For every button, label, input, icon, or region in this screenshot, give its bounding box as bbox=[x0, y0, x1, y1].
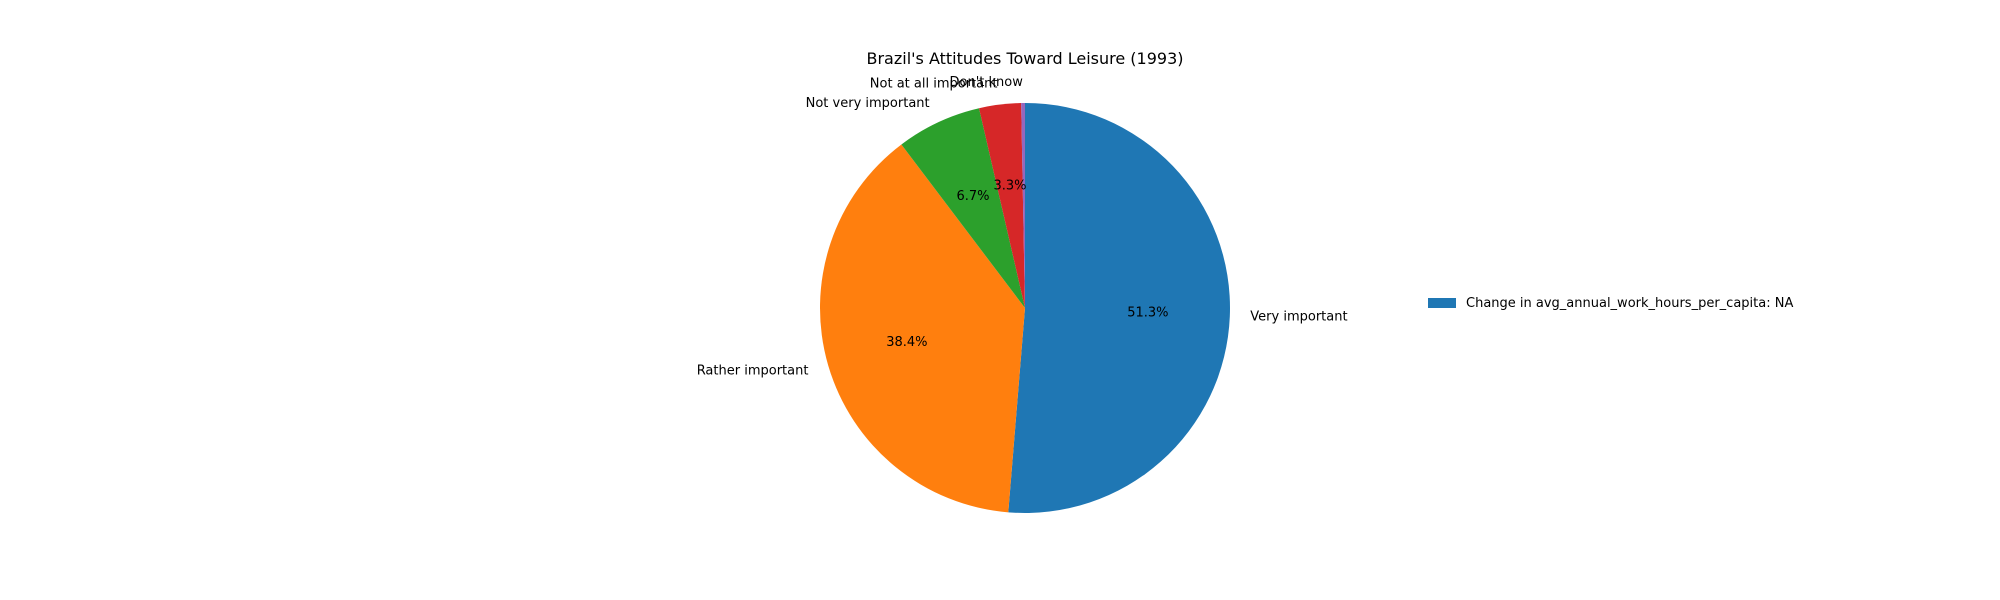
pie-slice bbox=[819, 144, 1025, 513]
slice-label: Not at all important bbox=[870, 77, 998, 92]
slice-percent-label: 3.3% bbox=[993, 178, 1026, 193]
pie-slice bbox=[1021, 103, 1025, 308]
slice-percent-label: 38.4% bbox=[886, 335, 927, 350]
slice-percent-label: 6.7% bbox=[956, 189, 989, 204]
legend-swatch bbox=[1428, 298, 1456, 308]
pie-slices bbox=[819, 103, 1230, 514]
slice-label: Rather important bbox=[697, 363, 809, 378]
slice-percent-label: 51.3% bbox=[1127, 306, 1168, 321]
pie-slice bbox=[1008, 103, 1230, 514]
slice-label: Don't know bbox=[949, 75, 1023, 90]
legend: Change in avg_annual_work_hours_per_capi… bbox=[1428, 296, 1793, 311]
slice-label: Very important bbox=[1250, 310, 1347, 325]
slice-label: Not very important bbox=[806, 96, 930, 111]
pie-slice bbox=[979, 103, 1025, 309]
pie-slice bbox=[901, 108, 1025, 309]
pie-labels: Very important 51.3% Rather important 38.4%… bbox=[697, 75, 1348, 378]
legend-label: Change in avg_annual_work_hours_per_capi… bbox=[1466, 296, 1793, 311]
chart-title: Brazil's Attitudes Toward Leisure (1993) bbox=[867, 49, 1184, 68]
